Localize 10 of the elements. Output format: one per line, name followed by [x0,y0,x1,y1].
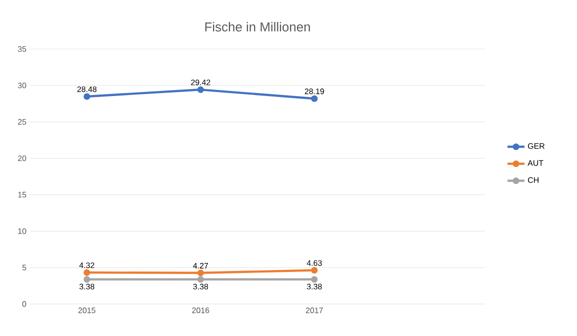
point [311,266,318,274]
point [311,276,318,283]
point [197,276,204,283]
point [197,270,204,276]
point [84,276,90,283]
point [84,93,90,100]
point [311,95,318,102]
point [197,86,204,93]
chart-title: Fische in Millionen [205,22,310,32]
point [84,269,90,276]
